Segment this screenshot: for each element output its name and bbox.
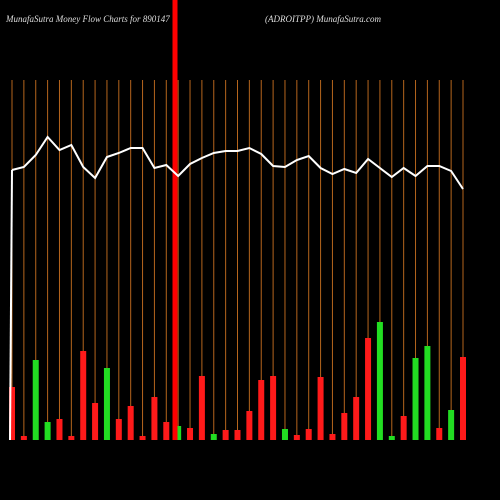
bar	[222, 430, 229, 440]
lead-in	[9, 169, 13, 441]
bar	[353, 397, 360, 440]
bar	[388, 436, 395, 440]
bar	[151, 397, 158, 440]
bar	[210, 434, 217, 440]
bar	[305, 429, 312, 440]
highlight-line	[172, 0, 178, 440]
bar	[139, 436, 146, 440]
bar	[80, 351, 87, 440]
bar	[293, 435, 300, 440]
bar	[187, 428, 194, 440]
money-flow-line	[11, 135, 464, 190]
bar	[234, 430, 241, 440]
bar	[400, 416, 407, 440]
bar	[329, 434, 336, 440]
bar	[258, 380, 265, 440]
bar	[270, 376, 277, 440]
chart-title: MunafaSutra Money Flow Charts for 890147	[5, 14, 170, 24]
bar	[246, 411, 253, 440]
bar	[460, 357, 466, 440]
bar	[163, 422, 170, 440]
bar	[341, 413, 348, 440]
bar	[424, 346, 431, 440]
bar	[68, 436, 75, 440]
bar	[376, 322, 383, 440]
bar	[412, 358, 419, 440]
bars	[9, 322, 466, 440]
bar	[198, 376, 205, 440]
bar	[9, 387, 15, 440]
bar	[56, 419, 63, 440]
bar	[436, 428, 443, 440]
chart-subtitle: (ADROITPP) MunafaSutra.com	[265, 14, 381, 24]
bar	[115, 419, 122, 440]
bar	[448, 410, 455, 440]
bar	[281, 429, 288, 440]
bar	[127, 406, 134, 440]
bar	[365, 338, 372, 440]
bar	[20, 436, 27, 440]
bar	[32, 360, 39, 440]
bar	[175, 426, 182, 440]
bar	[92, 403, 99, 440]
bar	[317, 377, 324, 440]
bar	[103, 368, 110, 440]
bar	[44, 422, 51, 440]
